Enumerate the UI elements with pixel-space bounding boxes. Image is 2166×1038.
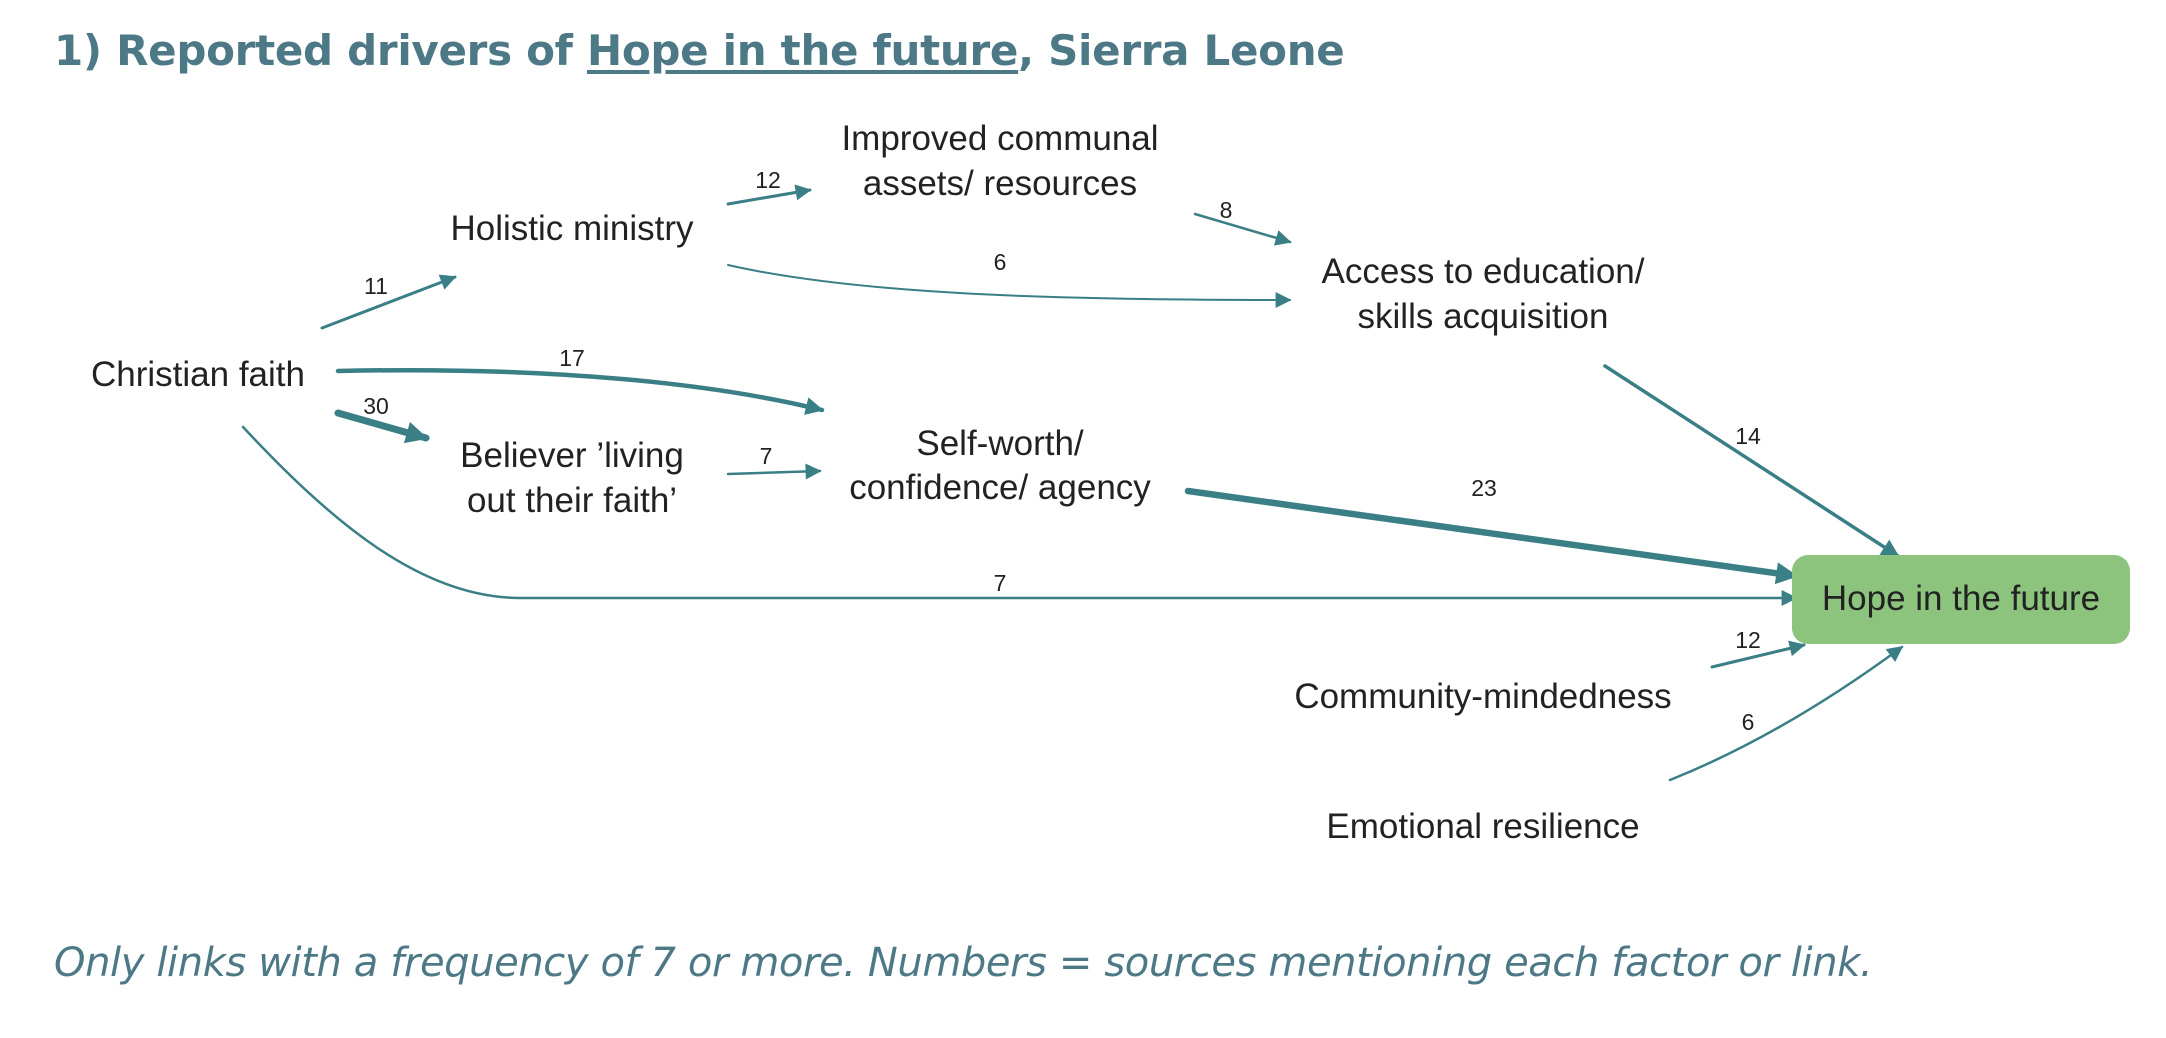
edge-ministry-education [727, 264, 1292, 308]
edge-community-hope [1710, 640, 1806, 669]
title-prefix: 1) Reported drivers of [54, 26, 587, 75]
label-faith-believer: 30 [363, 393, 389, 419]
node-access-education-line2: skills acquisition [1358, 297, 1609, 336]
edge-ministry-assets [726, 184, 812, 206]
node-christian-faith: Christian faith [91, 355, 305, 394]
edge-faith-ministry [320, 274, 457, 330]
edge-selfworth-hope [1184, 487, 1800, 585]
diagram-title: 1) Reported drivers of Hope in the futur… [54, 26, 1345, 75]
label-ministry-education: 6 [994, 249, 1007, 275]
edge-assets-education [1193, 212, 1292, 246]
edge-education-hope [1603, 364, 1900, 558]
title-suffix: , Sierra Leone [1018, 26, 1345, 75]
footnote: Only links with a frequency of 7 or more… [54, 940, 1873, 986]
node-emotional-resilience: Emotional resilience [1326, 807, 1639, 846]
node-improved-assets-line2: assets/ resources [863, 164, 1137, 203]
node-self-worth-line1: Self-worth/ [916, 424, 1084, 463]
label-selfworth-hope: 23 [1471, 475, 1497, 501]
node-improved-assets-line1: Improved communal [841, 119, 1158, 158]
label-faith-selfworth: 17 [559, 345, 585, 371]
edge-emotional-hope [1668, 645, 1904, 782]
edge-faith-hope [241, 425, 1798, 606]
node-believer-line2: out their faith’ [467, 481, 677, 520]
label-faith-hope: 7 [994, 570, 1007, 596]
label-education-hope: 14 [1735, 423, 1761, 449]
title-underlined: Hope in the future [586, 26, 1019, 75]
edge-believer-selfworth [726, 463, 822, 480]
label-community-hope: 12 [1735, 627, 1761, 653]
label-emotional-hope: 6 [1742, 709, 1755, 735]
node-holistic-ministry: Holistic ministry [450, 209, 694, 248]
label-believer-selfworth: 7 [760, 443, 773, 469]
edge-faith-selfworth [335, 367, 825, 415]
label-ministry-assets: 12 [755, 167, 781, 193]
node-self-worth-line2: confidence/ agency [849, 468, 1151, 507]
label-assets-education: 8 [1220, 197, 1233, 223]
node-community-mindedness: Community-mindedness [1294, 677, 1671, 716]
edge-faith-believer [334, 409, 430, 444]
node-believer-line1: Believer ’living [460, 436, 684, 475]
label-faith-ministry: 11 [364, 273, 388, 299]
hope-node-box [1792, 555, 2130, 644]
hope-node-label: Hope in the future [1822, 579, 2100, 618]
node-hope-in-the-future: Hope in the future [1792, 555, 2130, 644]
node-access-education-line1: Access to education/ [1322, 252, 1645, 291]
